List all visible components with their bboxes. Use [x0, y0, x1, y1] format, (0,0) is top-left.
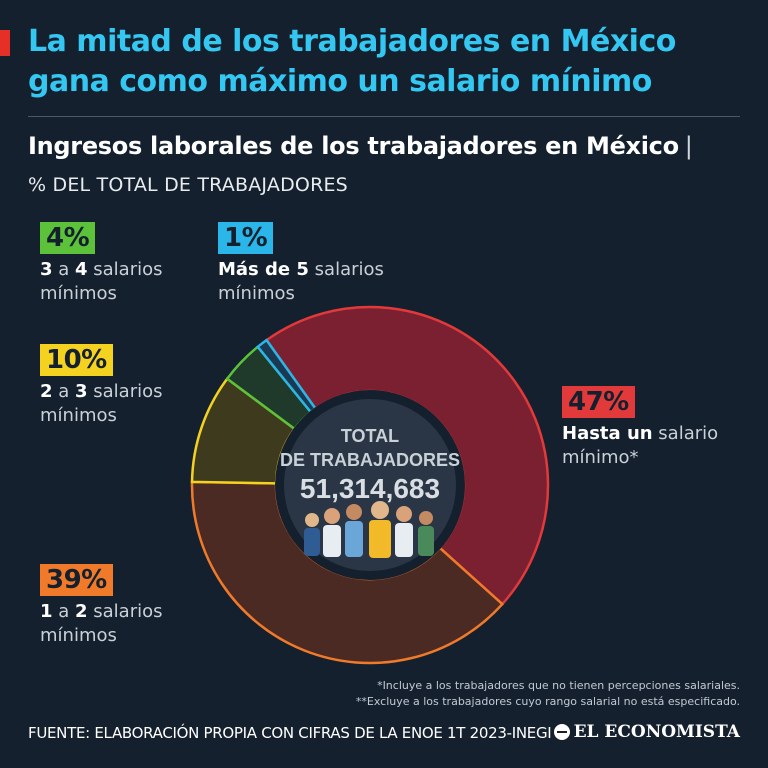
label-mas-5-text: Más de 5 salarios mínimos [218, 258, 384, 306]
label-1-2-from: 1 [40, 601, 53, 622]
accent-bar [0, 30, 10, 56]
divider [28, 116, 740, 117]
footnote-2: **Excluye a los trabajadores cuyo rango … [355, 695, 740, 708]
label-1-2-mid: a [52, 601, 76, 622]
center-label-1: TOTAL [341, 426, 399, 446]
label-hasta-uno-strong: Hasta un [562, 423, 653, 444]
badge-2-3: 10% [40, 344, 113, 376]
label-mas-5-line2: mínimos [218, 283, 295, 304]
label-1-2-line2: mínimos [40, 625, 117, 646]
footnotes: *Incluye a los trabajadores que no tiene… [356, 678, 740, 710]
label-3-4: 4% 3 a 4 salarios mínimos [40, 222, 163, 306]
chart-subtitle: Ingresos laborales de los trabajadores e… [28, 132, 693, 160]
label-3-4-to: 4 [75, 259, 88, 280]
label-1-2-to: 2 [75, 601, 88, 622]
label-mas-5-rest: salarios [308, 259, 384, 280]
chart-unit: % DEL TOTAL DE TRABAJADORES [28, 174, 348, 196]
headline-line1: La mitad de los trabajadores en México [28, 24, 676, 59]
center-label-2: DE TRABAJADORES [280, 450, 460, 470]
label-1-2-rest: salarios [87, 601, 163, 622]
badge-3-4: 4% [40, 222, 96, 254]
badge-hasta-uno: 47% [562, 386, 635, 418]
label-2-3-text: 2 a 3 salarios mínimos [40, 380, 163, 428]
label-mas-5: 1% Más de 5 salarios mínimos [218, 222, 384, 306]
badge-1-2: 39% [40, 564, 113, 596]
label-2-3: 10% 2 a 3 salarios mínimos [40, 344, 163, 428]
label-3-4-text: 3 a 4 salarios mínimos [40, 258, 163, 306]
label-3-4-rest: salarios [87, 259, 163, 280]
subtitle-separator: | [684, 132, 693, 160]
badge-mas-5: 1% [218, 222, 274, 254]
label-hasta-uno-text: Hasta un salario mínimo* [562, 422, 718, 470]
center-ring [275, 390, 465, 580]
center-total: 51,314,683 [300, 473, 440, 504]
label-mas-5-strong: Más de 5 [218, 259, 309, 280]
brand-name: EL ECONOMISTA [573, 722, 740, 742]
label-2-3-from: 2 [40, 381, 53, 402]
footnote-1: *Incluye a los trabajadores que no tiene… [377, 679, 740, 692]
label-hasta-uno-line2: mínimo* [562, 447, 639, 468]
brand-icon [553, 724, 570, 740]
headline-line2: gana como máximo un salario mínimo [28, 64, 652, 99]
headline: La mitad de los trabajadores en México g… [28, 22, 758, 102]
label-2-3-mid: a [52, 381, 76, 402]
label-hasta-uno-rest: salario [652, 423, 719, 444]
label-1-2: 39% 1 a 2 salarios mínimos [40, 564, 163, 648]
label-3-4-mid: a [52, 259, 76, 280]
brand-logo: EL ECONOMISTA [553, 722, 740, 742]
label-2-3-to: 3 [75, 381, 88, 402]
chart-subtitle-text: Ingresos laborales de los trabajadores e… [28, 132, 679, 160]
label-3-4-from: 3 [40, 259, 53, 280]
label-2-3-line2: mínimos [40, 405, 117, 426]
source-footer: FUENTE: ELABORACIÓN PROPIA CON CIFRAS DE… [28, 724, 552, 742]
label-1-2-text: 1 a 2 salarios mínimos [40, 600, 163, 648]
label-hasta-uno: 47% Hasta un salario mínimo* [562, 386, 718, 470]
workers-illustration-icon [304, 501, 434, 558]
label-3-4-line2: mínimos [40, 283, 117, 304]
label-2-3-rest: salarios [87, 381, 163, 402]
